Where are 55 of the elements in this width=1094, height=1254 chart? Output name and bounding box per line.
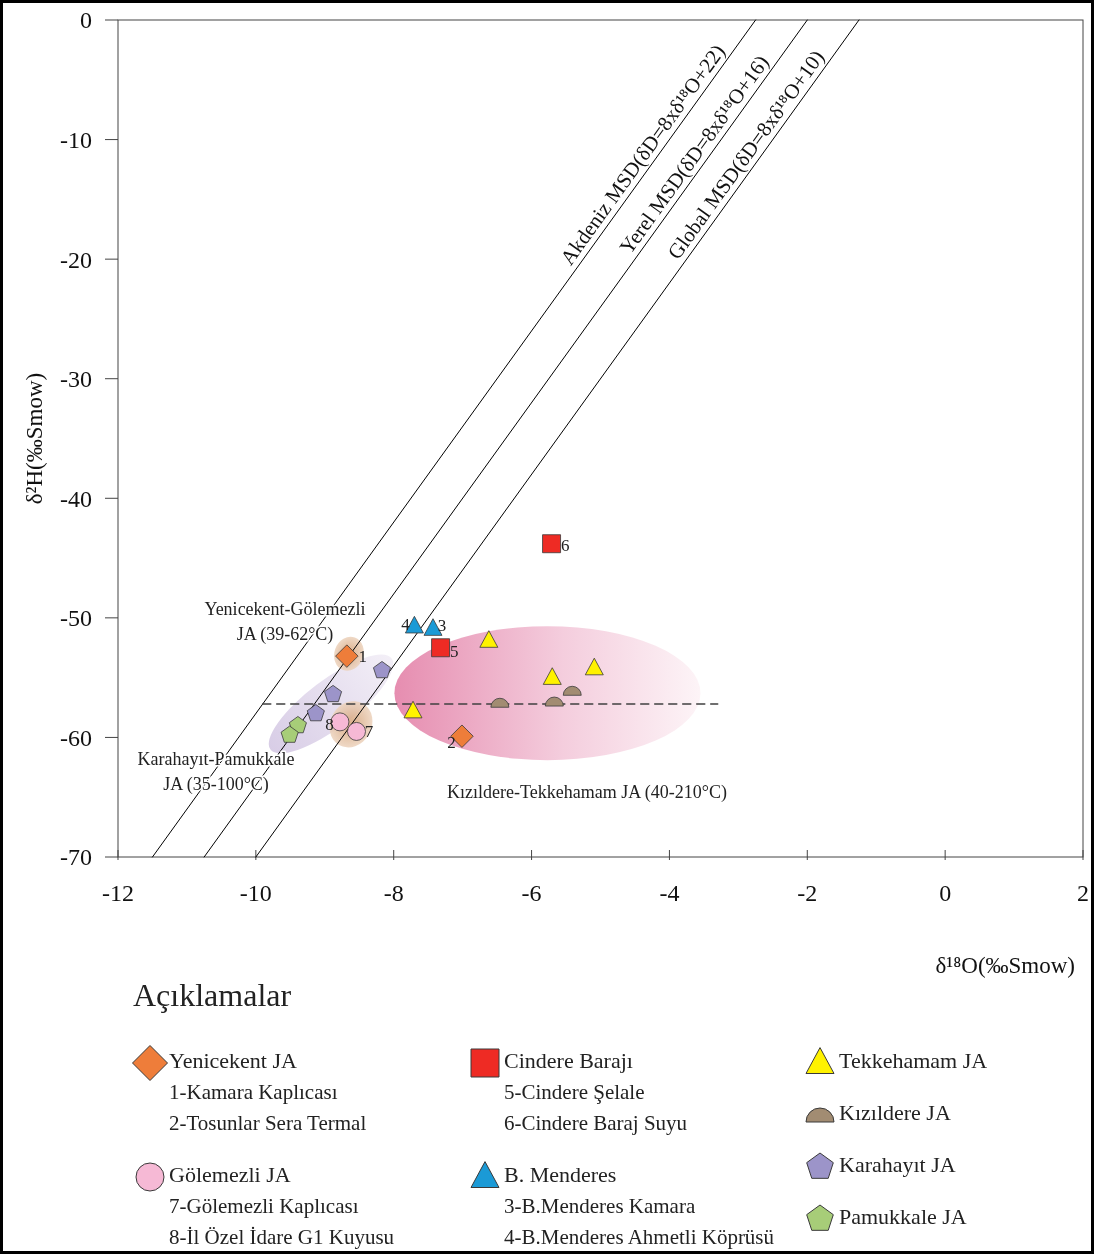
x-tick-label: 2 xyxy=(1077,880,1089,907)
y-tick-label: -20 xyxy=(60,246,92,273)
annotation: 2 xyxy=(447,733,456,753)
y-tick-label: -60 xyxy=(60,724,92,751)
point xyxy=(479,630,499,648)
annotation: 8 xyxy=(325,715,334,735)
y-tick-label: -40 xyxy=(60,485,92,512)
legend-label: Pamukkale JA xyxy=(839,1203,967,1229)
point xyxy=(324,684,343,703)
legend-label: Yenicekent JA xyxy=(169,1047,298,1073)
legend-label: B. Menderes xyxy=(504,1161,617,1187)
legend-label: Tekkehamam JA xyxy=(839,1047,988,1073)
text: 4-B.Menderes Ahmetli Köprüsü xyxy=(504,1225,775,1250)
annotation: 5 xyxy=(450,642,459,662)
text: 3-B.Menderes Kamara xyxy=(504,1194,696,1219)
point xyxy=(403,700,423,719)
text: 7-Gölemezli Kaplıcası xyxy=(169,1194,359,1219)
x-tick-label: -8 xyxy=(383,880,404,907)
x-tick-label: -4 xyxy=(659,880,680,907)
y-tick-label: -10 xyxy=(60,126,92,153)
x-tick-label: -10 xyxy=(239,880,272,907)
x-tick-label: -12 xyxy=(102,880,134,907)
point xyxy=(373,661,391,679)
legend-label: Kızıldere JA xyxy=(839,1099,951,1125)
annotation: 4 xyxy=(401,614,411,634)
y-axis-title: δ²H(‰Smow) xyxy=(22,372,48,505)
x-tick-label: -6 xyxy=(521,880,542,907)
text: 2-Tosunlar Sera Termal xyxy=(169,1111,367,1136)
annotation: 3 xyxy=(437,615,447,635)
text: 8-İl Özel İdare G1 Kuyusu xyxy=(169,1225,395,1250)
point xyxy=(280,725,299,743)
text: 1-Kamara Kaplıcası xyxy=(169,1080,338,1105)
annotation: 7 xyxy=(364,722,374,742)
x-axis-title: δ¹⁸O(‰Smow) xyxy=(935,953,1075,978)
x-tick-label: -2 xyxy=(797,880,818,907)
legend-label: Gölemezli JA xyxy=(169,1161,291,1187)
y-tick-label: -30 xyxy=(60,366,92,393)
y-tick-label: -70 xyxy=(60,844,92,871)
legend-title: Açıklamalar xyxy=(133,977,292,1014)
point xyxy=(306,704,325,722)
text: 6-Cindere Baraj Suyu xyxy=(504,1111,688,1136)
annotation: 6 xyxy=(561,535,570,555)
legend-label: Cindere Barajı xyxy=(504,1047,633,1073)
y-tick-label: -50 xyxy=(60,605,92,632)
point xyxy=(584,657,604,676)
point xyxy=(450,724,474,748)
text: 5-Cindere Şelale xyxy=(504,1080,645,1105)
point xyxy=(542,667,562,685)
point xyxy=(431,638,450,658)
y-tick-label: 0 xyxy=(80,7,92,34)
annotation: 1 xyxy=(358,647,367,667)
annotation: Kızıldere-Tekkehamam JA (40-210°C) xyxy=(447,782,727,804)
point xyxy=(542,534,561,554)
x-tick-label: 0 xyxy=(939,880,952,907)
legend-label: Karahayıt JA xyxy=(839,1151,956,1177)
